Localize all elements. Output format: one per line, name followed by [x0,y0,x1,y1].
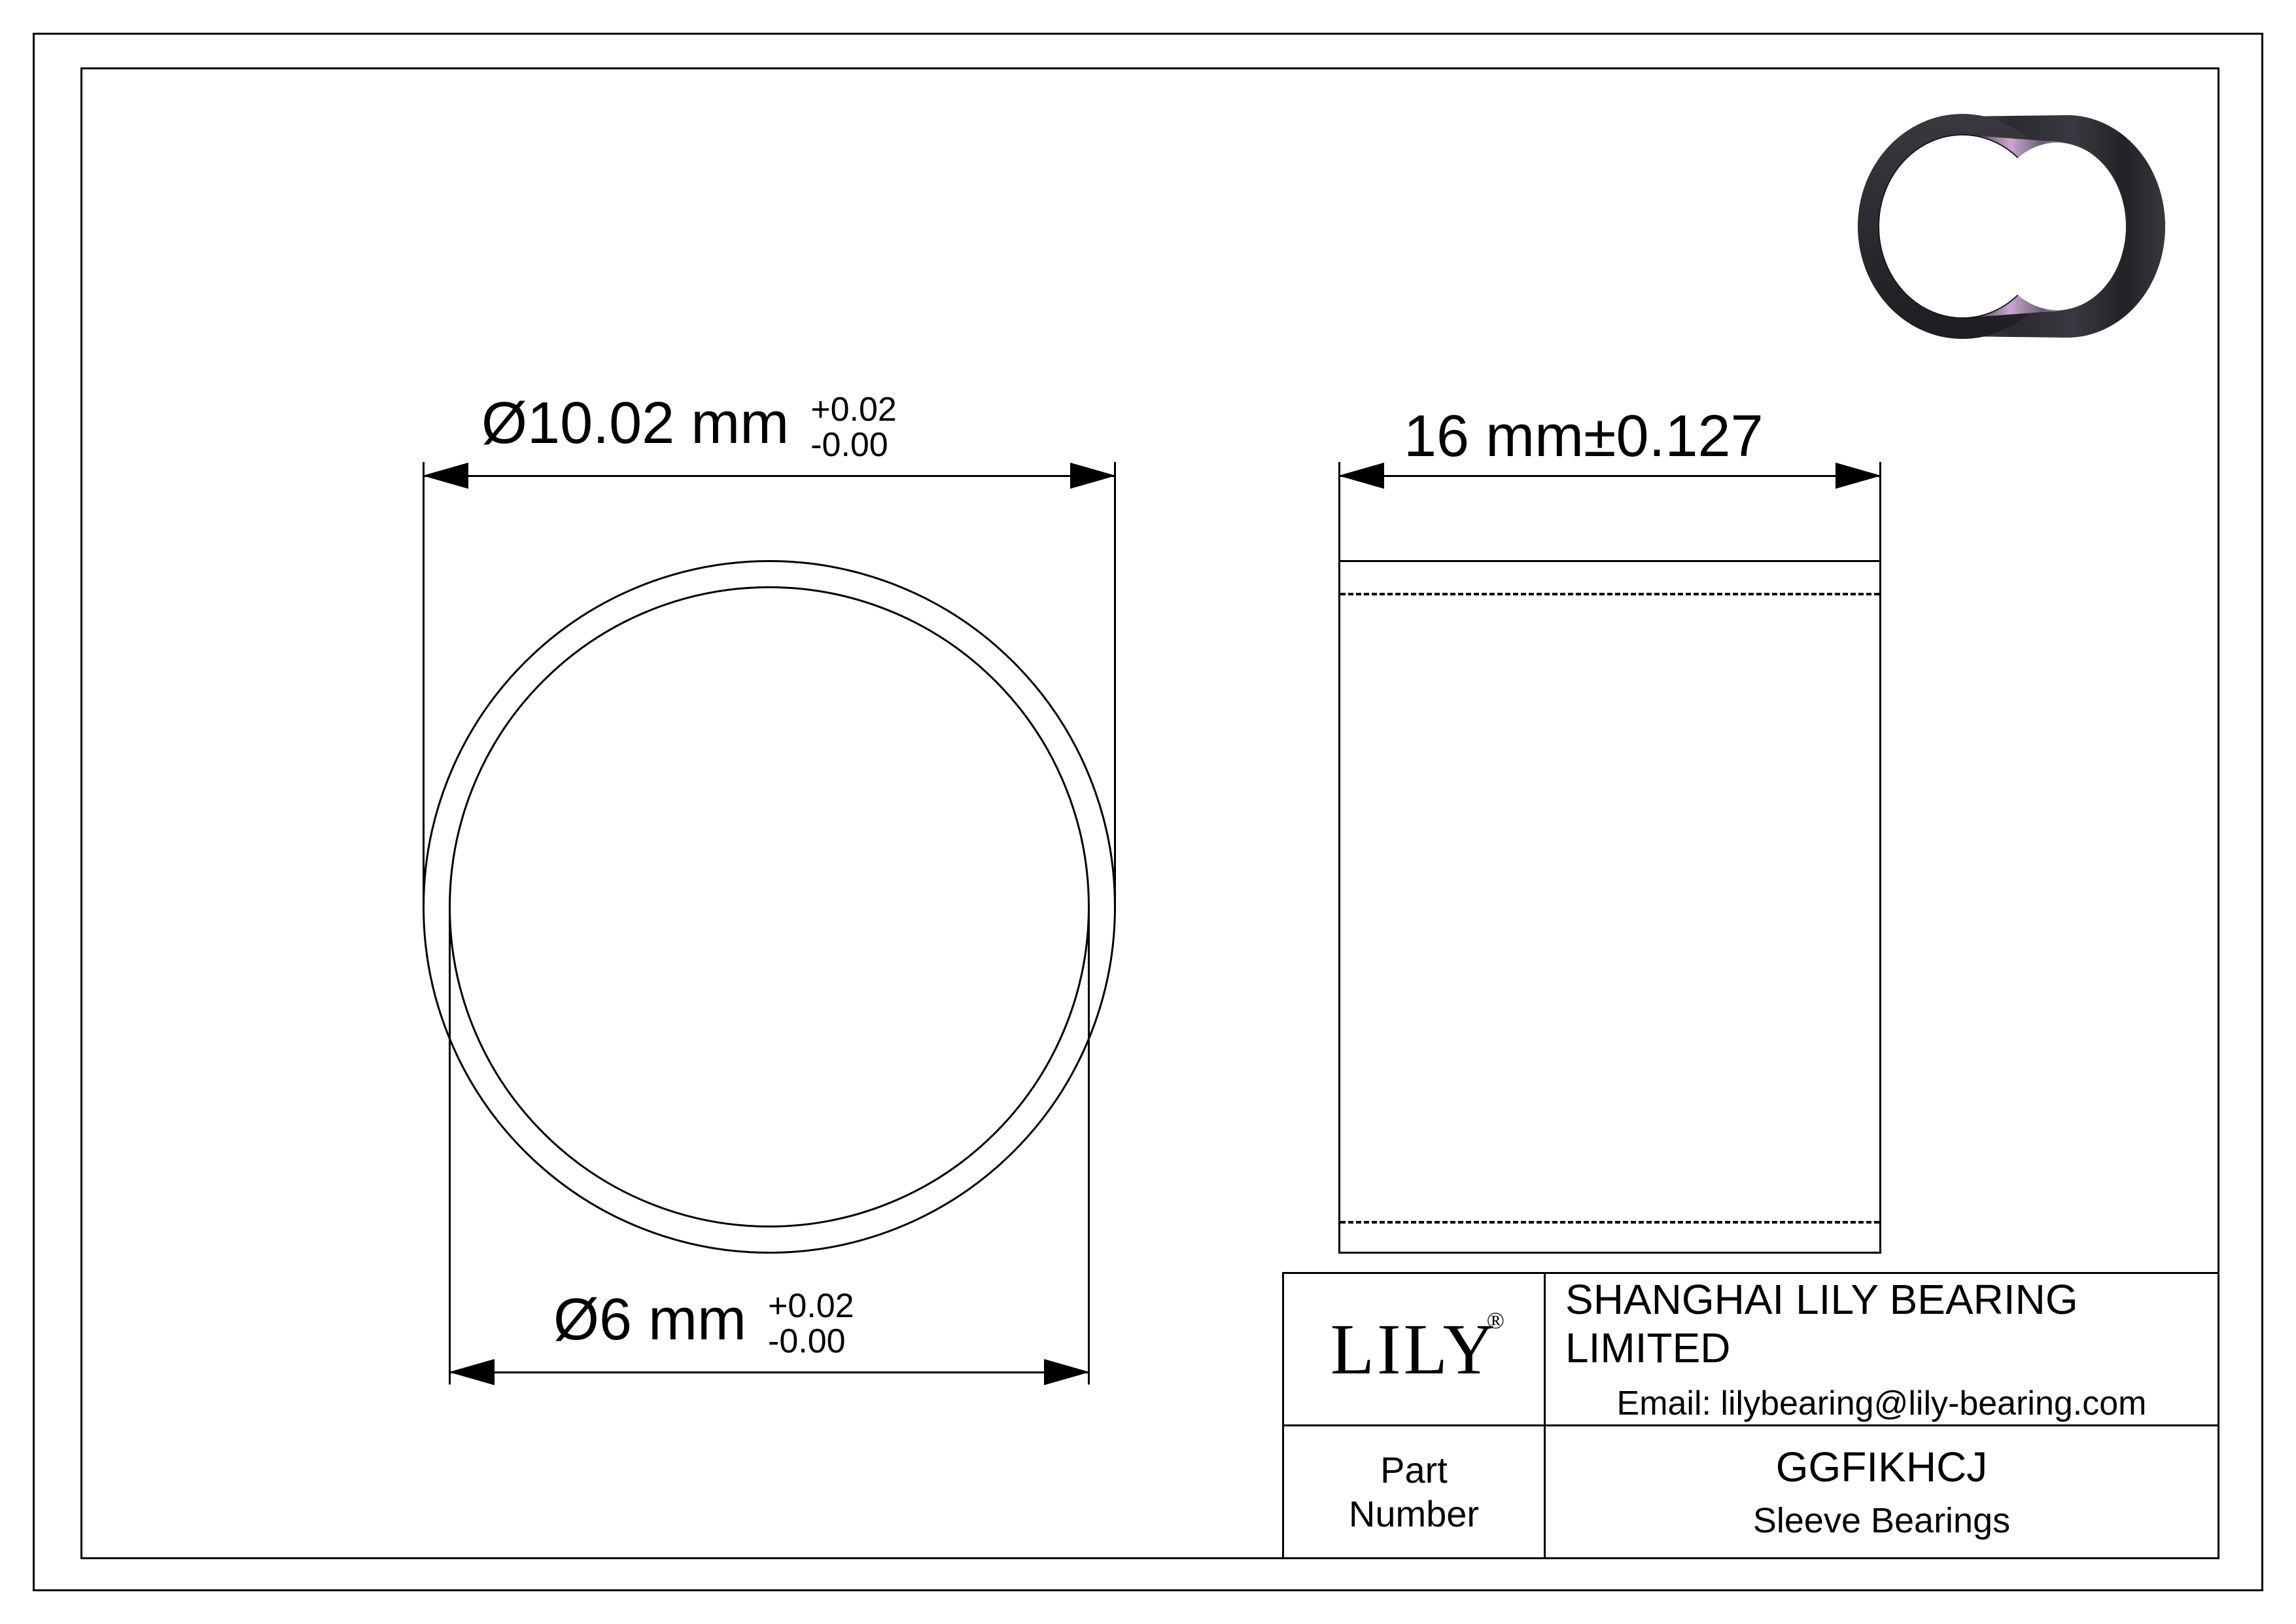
outer-dia-prefix: Ø [481,391,527,456]
logo-text: LILY [1331,1308,1497,1391]
outer-dim-ext-right [1114,462,1116,907]
inner-dia-tolerance: +0.02 -0.00 [768,1288,854,1360]
inner-dim-arrow-left [449,1359,495,1385]
part-number-value: GGFIKHCJ [1776,1443,1988,1491]
bearing-3d-svg [1832,109,2172,344]
inner-dim-ext-left [449,907,451,1385]
length-label: 16 mm±0.127 [1404,403,1764,470]
length-dim-line [1338,475,1881,477]
outer-dia-tol-upper: +0.02 [810,392,897,428]
title-block-row-part: Part Number GGFIKHCJ Sleeve Bearings [1284,1426,2218,1557]
inner-dim-arrow-right [1044,1359,1090,1385]
outer-diameter-label: Ø10.02 mm +0.02 -0.00 [481,390,897,463]
outer-dim-line [423,475,1116,477]
side-view-dash-bottom [1340,1221,1879,1224]
outer-dia-tolerance: +0.02 -0.00 [810,392,897,463]
outer-dim-arrow-right [1070,463,1116,489]
logo-cell: LILY ® [1284,1274,1546,1424]
title-block-row-company: LILY ® SHANGHAI LILY BEARING LIMITED Ema… [1284,1274,2218,1426]
inner-frame: Ø10.02 mm +0.02 -0.00 Ø6 mm +0.02 -0.00 [80,67,2219,1559]
part-number-label-1: Part [1380,1448,1448,1492]
part-number-label-cell: Part Number [1284,1426,1546,1557]
outer-dim-arrow-left [423,463,468,489]
length-dim-arrow-left [1338,463,1384,489]
company-name: SHANGHAI LILY BEARING LIMITED [1565,1275,2198,1372]
outer-dia-tol-lower: -0.00 [810,427,897,463]
company-cell: SHANGHAI LILY BEARING LIMITED Email: lil… [1546,1274,2218,1424]
bearing-3d-render [1832,109,2172,344]
company-email: Email: lilybearing@lily-bearing.com [1617,1384,2147,1423]
inner-dim-ext-right [1088,907,1090,1385]
front-view-inner-circle [449,586,1090,1227]
inner-diameter-label: Ø6 mm +0.02 -0.00 [553,1286,854,1360]
part-number-label-2: Number [1349,1492,1479,1536]
outer-frame: Ø10.02 mm +0.02 -0.00 Ø6 mm +0.02 -0.00 [33,33,2263,1591]
title-block: LILY ® SHANGHAI LILY BEARING LIMITED Ema… [1282,1272,2218,1557]
inner-dia-prefix: Ø [553,1287,599,1352]
length-dim-arrow-right [1835,463,1881,489]
inner-dim-line [449,1371,1090,1373]
inner-dia-tol-upper: +0.02 [768,1288,854,1324]
inner-dia-tol-lower: -0.00 [768,1324,854,1360]
part-number-value-cell: GGFIKHCJ Sleeve Bearings [1546,1426,2218,1557]
side-view-dash-top [1340,593,1879,595]
inner-dia-value: 6 mm [599,1287,746,1352]
side-view-rect [1338,560,1881,1254]
outer-dia-value: 10.02 mm [527,391,789,456]
outer-dim-ext-left [423,462,425,907]
length-value: 16 mm±0.127 [1404,404,1764,469]
part-description: Sleeve Bearings [1753,1500,2010,1541]
registered-mark: ® [1487,1307,1507,1334]
